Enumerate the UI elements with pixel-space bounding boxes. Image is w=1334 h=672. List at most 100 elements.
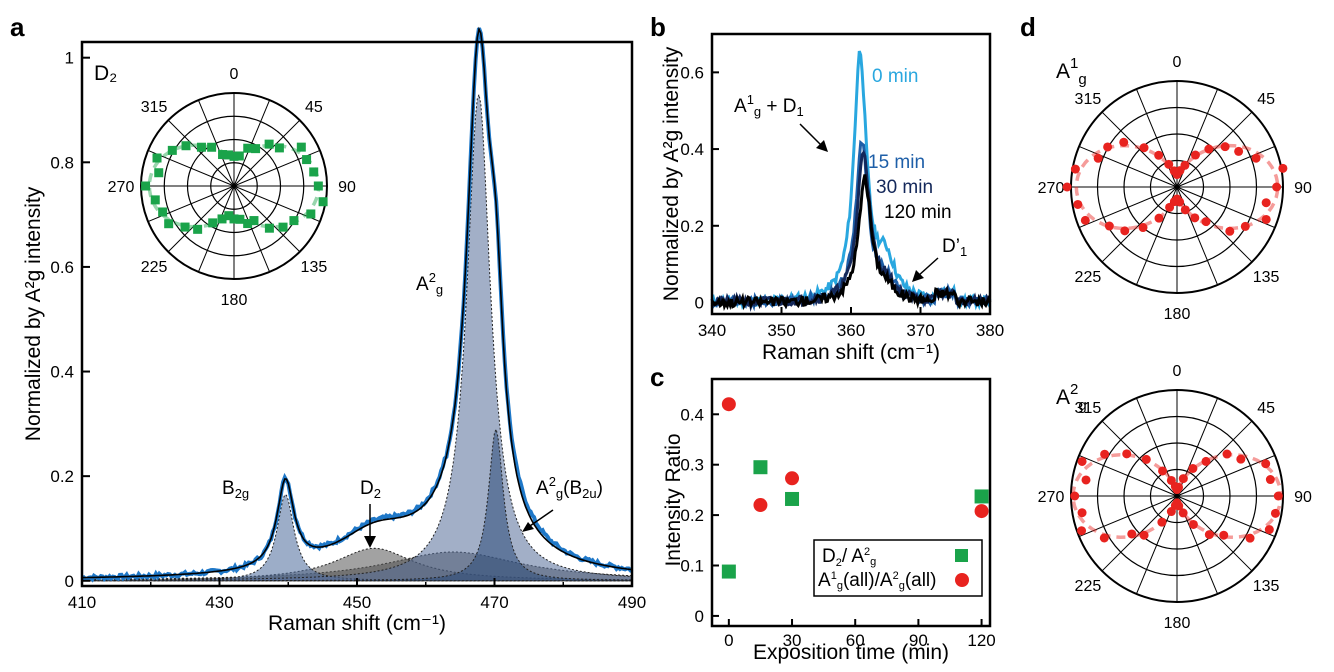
polar-point — [164, 219, 174, 229]
polar-spoke — [147, 149, 235, 187]
polar-point — [1270, 508, 1280, 518]
polar-point — [1127, 529, 1137, 539]
polar-spoke — [1078, 186, 1178, 229]
polar-point — [1204, 144, 1214, 154]
polar-point — [1158, 466, 1168, 476]
xtick-label: 450 — [343, 593, 371, 612]
panel-d-polar: A1g 0 45 90 135 180 225 270 315 A2g 0 45 90 135 180… — [1038, 54, 1312, 632]
ytick-label: 0.4 — [680, 405, 704, 424]
polar-point — [1222, 449, 1232, 459]
polar-spoke — [1176, 111, 1253, 188]
polar-point — [158, 207, 168, 217]
xtick-label: 340 — [698, 321, 726, 340]
polar-angle-label: 270 — [108, 179, 135, 196]
polar-point — [1103, 142, 1113, 152]
polar-spoke — [1176, 495, 1253, 572]
label-0min: 0 min — [872, 66, 918, 87]
polar-spoke — [1078, 495, 1178, 538]
legend-marker-square — [955, 549, 968, 562]
polar-point — [274, 143, 284, 153]
polar-point — [1077, 508, 1087, 518]
panel-c-xlabel: Exposition time (min) — [753, 641, 949, 664]
xtick-label: 430 — [205, 593, 233, 612]
polar-point — [1120, 226, 1130, 236]
polar-angle-label: 135 — [1253, 269, 1280, 286]
series-120-min — [710, 174, 992, 311]
xtick-label: 470 — [480, 593, 508, 612]
legend-d2-a2g: D2/ A2g — [822, 546, 876, 569]
polar-point — [193, 224, 203, 234]
xtick-label: 0 — [724, 631, 733, 650]
point-square — [974, 489, 989, 504]
panel-c-frame — [710, 377, 992, 628]
polar-point — [181, 141, 191, 151]
polar-point — [1080, 215, 1090, 225]
polar-spoke — [1078, 454, 1178, 497]
point-square — [785, 491, 800, 506]
arrow-d2-head — [364, 536, 376, 548]
polar-angle-label: 180 — [1164, 615, 1191, 632]
polar-point — [1264, 525, 1274, 535]
arrow-a2g-b2u-head — [522, 522, 534, 532]
polar-point — [1070, 491, 1080, 501]
point-circle — [753, 498, 768, 513]
panel-b-xlabel: Raman shift (cm⁻¹) — [762, 341, 940, 364]
polar-point — [1240, 221, 1250, 231]
polar-point — [1077, 526, 1087, 536]
ytick-label: 0.2 — [680, 506, 704, 525]
ytick-label: 0.6 — [680, 63, 704, 82]
polar-angle-label: 0 — [1173, 363, 1182, 380]
polar-spoke — [167, 185, 235, 253]
polar-angle-label: 225 — [141, 259, 168, 276]
polar-point — [152, 153, 162, 163]
polar-point — [249, 216, 259, 226]
polar-point — [278, 222, 288, 232]
polar-angle-label: 0 — [230, 66, 239, 83]
xtick-label: 350 — [767, 321, 795, 340]
polar-point — [229, 214, 239, 224]
polar-spoke — [1176, 145, 1276, 188]
polar-spoke — [233, 119, 301, 187]
xtick-label: 120 — [967, 631, 995, 650]
polar-angle-label: 135 — [1253, 578, 1280, 595]
xtick-label: 410 — [68, 593, 96, 612]
polar-point — [1188, 519, 1198, 529]
polar-point — [1165, 202, 1175, 212]
polar-point — [1164, 159, 1174, 169]
panel-a-ylabel: Normalized by A²g intensity — [22, 186, 45, 441]
ytick-label: 0 — [695, 607, 704, 626]
polar-point — [1169, 166, 1179, 176]
ytick-label: 0 — [695, 293, 704, 312]
polar-point — [313, 181, 323, 191]
polar-angle-label: 225 — [1075, 269, 1102, 286]
ytick-label: 1 — [65, 49, 74, 68]
annot-b2g: B2g — [222, 478, 249, 501]
polar-point — [1225, 226, 1235, 236]
polar-point — [224, 150, 234, 160]
polar-point — [302, 155, 312, 165]
polar-angle-label: 90 — [338, 179, 356, 196]
polar-angle-label: 180 — [1164, 306, 1191, 323]
polar-point — [1170, 482, 1180, 492]
polar-point — [1251, 153, 1261, 163]
polar-point — [1245, 533, 1255, 543]
polar-point — [207, 142, 217, 152]
point-circle — [974, 504, 989, 519]
polar-point — [1178, 474, 1188, 484]
polar-point — [1272, 182, 1282, 192]
polar-point — [1119, 137, 1129, 147]
arrow-a1g-head — [816, 140, 828, 152]
polar-point — [1154, 213, 1164, 223]
polar-point — [1265, 475, 1275, 485]
polar-point — [243, 219, 253, 229]
ytick-label: 0.1 — [680, 557, 704, 576]
polar-point — [1190, 213, 1200, 223]
panel-b-spectrum: 340 350 360 370 380 0 0.2 0.4 0.6 Raman shift (c… — [660, 32, 1004, 364]
ytick-label: 0.4 — [50, 363, 74, 382]
polar-point — [1236, 454, 1246, 464]
xtick-label: 380 — [976, 321, 1004, 340]
polar-spoke — [1101, 495, 1178, 572]
xtick-label: 30 — [783, 631, 802, 650]
polar-angle-label: 225 — [1075, 578, 1102, 595]
